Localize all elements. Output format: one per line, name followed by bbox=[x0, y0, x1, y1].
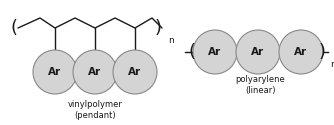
Circle shape bbox=[33, 50, 77, 94]
Text: n: n bbox=[330, 60, 334, 69]
Text: Ar: Ar bbox=[295, 47, 308, 57]
Text: Ar: Ar bbox=[208, 47, 221, 57]
Text: Ar: Ar bbox=[252, 47, 265, 57]
Text: (: ( bbox=[188, 43, 195, 61]
Circle shape bbox=[236, 30, 280, 74]
Text: (: ( bbox=[10, 19, 17, 37]
Text: n: n bbox=[168, 36, 174, 45]
Text: Ar: Ar bbox=[89, 67, 102, 77]
Circle shape bbox=[193, 30, 237, 74]
Circle shape bbox=[113, 50, 157, 94]
Text: Ar: Ar bbox=[129, 67, 142, 77]
Text: polyarylene
(linear): polyarylene (linear) bbox=[235, 75, 285, 95]
Text: vinylpolymer
(pendant): vinylpolymer (pendant) bbox=[67, 100, 123, 120]
Text: ): ) bbox=[319, 43, 326, 61]
Text: Ar: Ar bbox=[48, 67, 61, 77]
Circle shape bbox=[73, 50, 117, 94]
Circle shape bbox=[279, 30, 323, 74]
Text: ): ) bbox=[155, 19, 162, 37]
